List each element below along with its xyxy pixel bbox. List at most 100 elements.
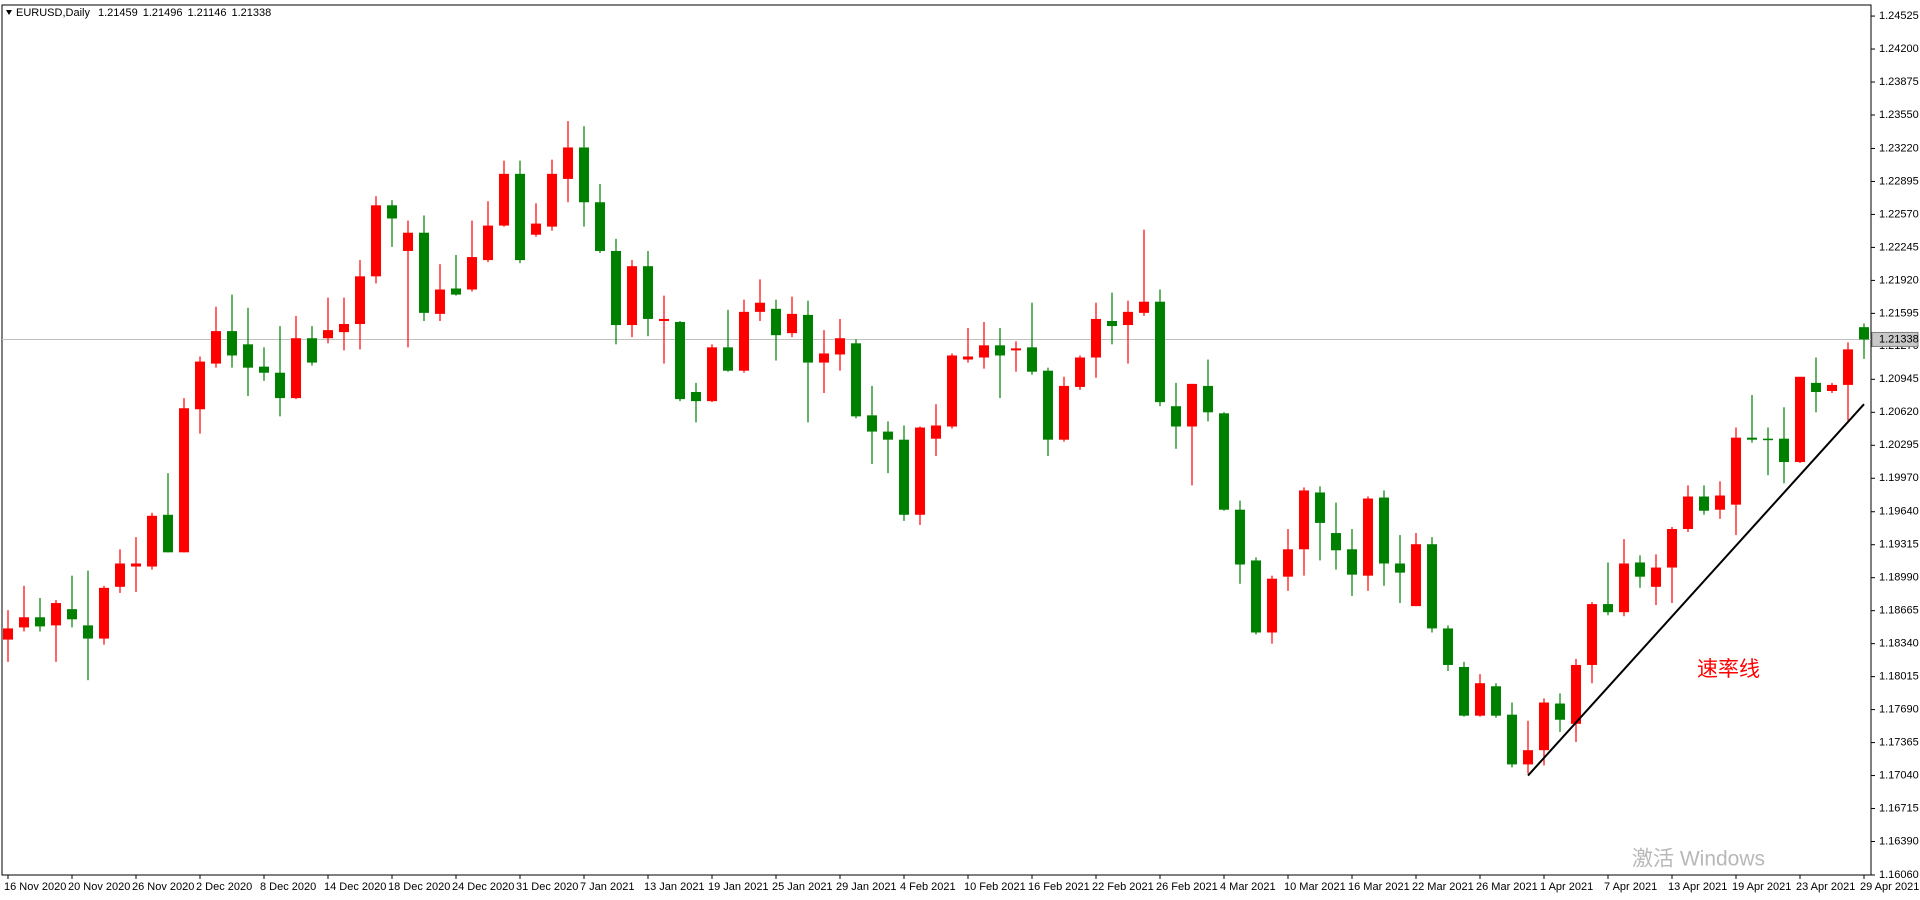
chart-title: EURUSD,Daily bbox=[16, 7, 90, 19]
x-tick-label: 16 Nov 2020 bbox=[4, 881, 66, 893]
candle-body bbox=[1315, 492, 1325, 523]
candle-body bbox=[1555, 703, 1565, 720]
y-tick-label: 1.24200 bbox=[1879, 43, 1919, 55]
candle-body bbox=[1859, 327, 1869, 340]
chart-header: EURUSD,Daily 1.21459 1.21496 1.21146 1.21338 bbox=[16, 7, 271, 19]
candle-body bbox=[1379, 497, 1389, 564]
candle-body bbox=[115, 563, 125, 587]
candle-body bbox=[1715, 495, 1725, 510]
y-tick-label: 1.16060 bbox=[1879, 869, 1919, 881]
x-tick-label: 20 Nov 2020 bbox=[68, 881, 130, 893]
candle-body bbox=[1651, 567, 1661, 587]
x-tick-label: 13 Jan 2021 bbox=[644, 881, 705, 893]
candle-body bbox=[867, 415, 877, 432]
candle-body bbox=[435, 289, 445, 314]
candle-body bbox=[1667, 528, 1677, 568]
y-tick-label: 1.18990 bbox=[1879, 572, 1919, 584]
candle-body bbox=[1571, 664, 1581, 724]
y-tick-label: 1.24525 bbox=[1879, 10, 1919, 22]
candle-body bbox=[51, 603, 61, 626]
x-tick-label: 23 Apr 2021 bbox=[1796, 881, 1855, 893]
x-tick-label: 16 Feb 2021 bbox=[1028, 881, 1090, 893]
candle-body bbox=[659, 318, 669, 321]
candle-body bbox=[1699, 496, 1709, 511]
candle-body bbox=[691, 392, 701, 402]
candle-body bbox=[1619, 563, 1629, 613]
candle-body bbox=[1331, 533, 1341, 551]
candle-body bbox=[467, 257, 477, 290]
candle-body bbox=[1459, 666, 1469, 716]
x-tick-label: 22 Mar 2021 bbox=[1412, 881, 1474, 893]
candle-body bbox=[1235, 509, 1245, 565]
candle-body bbox=[579, 147, 589, 203]
candle-body bbox=[1107, 320, 1117, 327]
x-tick-label: 7 Apr 2021 bbox=[1604, 881, 1657, 893]
candle-body bbox=[1251, 560, 1261, 633]
candle-body bbox=[259, 366, 269, 373]
candle-body bbox=[403, 232, 413, 251]
x-tick-label: 19 Apr 2021 bbox=[1732, 881, 1791, 893]
watermark: 激活 Windows bbox=[1632, 848, 1765, 871]
candle-body bbox=[1203, 385, 1213, 413]
candle-body bbox=[643, 266, 653, 319]
candle-body bbox=[707, 347, 717, 402]
candle-body bbox=[419, 232, 429, 313]
candle-body bbox=[1683, 496, 1693, 529]
x-tick-label: 4 Feb 2021 bbox=[900, 881, 956, 893]
candle-body bbox=[611, 250, 621, 326]
candle-body bbox=[1171, 406, 1181, 427]
candle-body bbox=[723, 347, 733, 371]
candle-body bbox=[147, 515, 157, 567]
candle-body bbox=[1523, 750, 1533, 765]
x-tick-label: 16 Mar 2021 bbox=[1348, 881, 1410, 893]
candle-body bbox=[963, 356, 973, 360]
bid-label-box bbox=[1871, 331, 1919, 347]
candle-body bbox=[67, 609, 77, 620]
candle-body bbox=[355, 276, 365, 325]
candle-body bbox=[1187, 383, 1197, 427]
candle-body bbox=[979, 345, 989, 358]
header-high: 1.21496 bbox=[143, 7, 183, 19]
y-tick-label: 1.23875 bbox=[1879, 76, 1919, 88]
candle-body bbox=[739, 311, 749, 371]
candle-body bbox=[1443, 628, 1453, 665]
y-tick-label: 1.22895 bbox=[1879, 175, 1919, 187]
x-tick-label: 24 Dec 2020 bbox=[452, 881, 514, 893]
symbol-menu-arrow bbox=[6, 10, 12, 15]
x-tick-label: 10 Feb 2021 bbox=[964, 881, 1026, 893]
candle-body bbox=[1011, 348, 1021, 351]
candle-body bbox=[1475, 683, 1485, 716]
candle-body bbox=[339, 324, 349, 333]
candle-body bbox=[627, 266, 637, 326]
candle-body bbox=[1347, 549, 1357, 575]
x-tick-label: 31 Dec 2020 bbox=[516, 881, 578, 893]
candle-body bbox=[1779, 438, 1789, 463]
candle-body bbox=[1827, 384, 1837, 391]
y-tick-label: 1.16390 bbox=[1879, 835, 1919, 847]
x-tick-label: 4 Mar 2021 bbox=[1220, 881, 1276, 893]
candle-body bbox=[1219, 413, 1229, 510]
candle-body bbox=[1027, 347, 1037, 372]
x-tick-label: 26 Feb 2021 bbox=[1156, 881, 1218, 893]
candle-body bbox=[995, 345, 1005, 356]
y-tick-label: 1.19315 bbox=[1879, 539, 1919, 551]
candle-body bbox=[1811, 382, 1821, 393]
candle-body bbox=[99, 587, 109, 639]
candle-body bbox=[531, 223, 541, 235]
candle-body bbox=[1075, 357, 1085, 387]
x-tick-label: 14 Dec 2020 bbox=[324, 881, 386, 893]
candle-body bbox=[1299, 490, 1309, 550]
annotation: 速率线 bbox=[1697, 657, 1760, 681]
candle-body bbox=[1795, 376, 1805, 463]
candle-body bbox=[915, 427, 925, 515]
x-tick-label: 25 Jan 2021 bbox=[772, 881, 833, 893]
y-tick-label: 1.20295 bbox=[1879, 439, 1919, 451]
candle-body bbox=[1587, 604, 1597, 665]
candle-body bbox=[1731, 437, 1741, 505]
candle-body bbox=[819, 353, 829, 363]
candle-body bbox=[1363, 498, 1373, 576]
header-close: 1.21338 bbox=[231, 7, 271, 19]
candle-body bbox=[1843, 349, 1853, 385]
candle-body bbox=[499, 173, 509, 226]
